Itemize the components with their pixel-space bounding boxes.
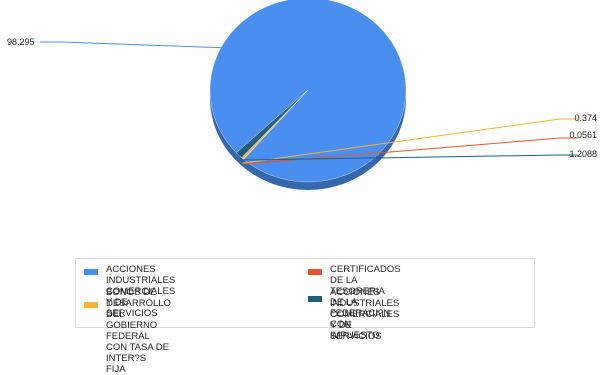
leader-line [40,41,231,49]
leader-line [242,118,578,164]
legend-swatch [84,302,98,308]
legend-swatch [308,269,322,275]
legend-label: BONOS DE DESARROLLO DEL GOBIERNO FEDERAL… [106,287,171,375]
leader-line [243,137,578,165]
data-label: 98.295 [7,37,35,47]
data-label: 1.2088 [569,149,597,159]
data-label: 0.374 [574,113,597,123]
legend-label: ACCIONES INDUSTRIALES COMERCIALES Y DE S… [330,287,400,342]
chart-legend: ACCIONES INDUSTRIALES COMERCIALES Y DE S… [75,258,535,375]
data-label: 0.0561 [569,130,597,140]
pie-chart: 98.295 0.0561 0.374 1.2088 [7,0,597,190]
legend-swatch [308,296,322,302]
legend-label: ACCIONES INDUSTRIALES COMERCIALES Y DE S… [106,264,176,319]
leader-line [238,154,578,161]
pie-slice [209,0,407,183]
legend-swatch [84,269,98,275]
pie-slice [236,89,309,158]
